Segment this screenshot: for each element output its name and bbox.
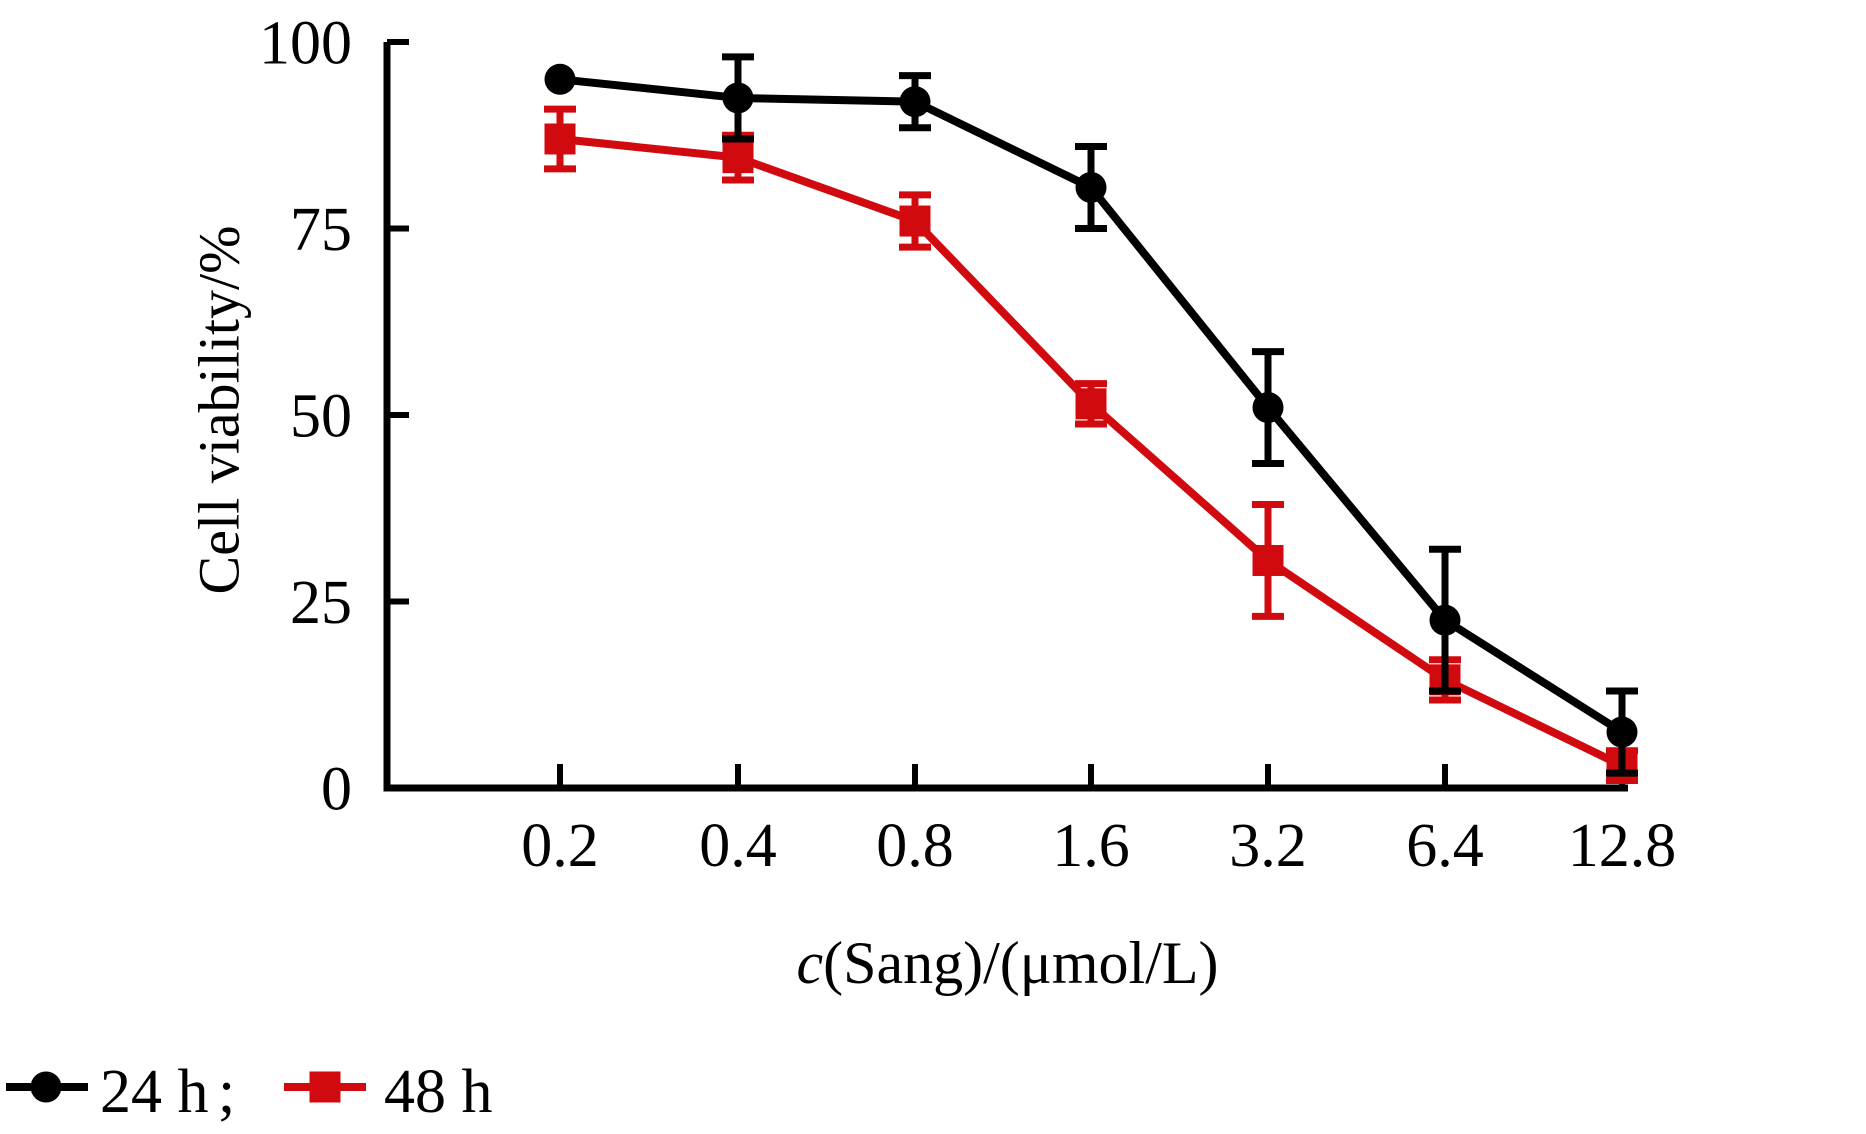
y-tick-label: 25 — [290, 569, 352, 637]
y-axis-title: Cell viability/% — [186, 225, 252, 595]
data-point-square — [544, 123, 576, 155]
y-tick-label: 0 — [321, 756, 352, 824]
data-point-square — [899, 205, 931, 237]
data-point-square — [1075, 388, 1107, 420]
legend-label-24h: 24 h — [100, 1058, 209, 1126]
series-24h — [544, 53, 1638, 777]
axes — [383, 42, 1628, 792]
x-tick-label: 0.2 — [521, 812, 599, 880]
x-tick-label: 0.8 — [876, 812, 954, 880]
data-point-circle — [722, 82, 754, 114]
x-axis-title-units: (Sang)/(μmol/L) — [823, 930, 1219, 996]
data-point-circle — [1606, 716, 1638, 748]
legend-label-48h: 48 h — [384, 1058, 493, 1126]
data-point-circle — [544, 63, 576, 95]
x-axis-title-symbol: c — [796, 930, 824, 996]
legend: 24 h; 48 h — [6, 1058, 493, 1126]
legend-marker-square — [309, 1071, 341, 1103]
x-tick-label: 3.2 — [1229, 812, 1307, 880]
x-tick-label: 12.8 — [1568, 812, 1677, 880]
y-tick-label: 50 — [290, 383, 352, 451]
y-tick-label: 75 — [290, 196, 352, 264]
x-axis-ticks: 0.2 0.4 0.8 1.6 3.2 6.4 12.8 — [521, 764, 1676, 880]
y-tick-label: 100 — [259, 10, 352, 78]
data-point-circle — [1075, 171, 1107, 203]
x-tick-label: 0.4 — [699, 812, 777, 880]
y-axis-ticks: 0 25 50 75 100 — [259, 10, 409, 824]
x-axis-title: c(Sang)/(μmol/L) — [387, 930, 1628, 996]
legend-separator: ; — [218, 1058, 235, 1126]
data-point-circle — [1429, 604, 1461, 636]
legend-marker-circle — [30, 1071, 62, 1103]
x-tick-label: 6.4 — [1406, 812, 1484, 880]
data-point-circle — [1252, 392, 1284, 424]
x-tick-label: 1.6 — [1052, 812, 1130, 880]
data-point-circle — [899, 86, 931, 118]
data-point-square — [1252, 544, 1284, 576]
data-point-square — [722, 142, 754, 174]
axis-lines — [383, 42, 1628, 792]
series-line — [556, 134, 1626, 770]
